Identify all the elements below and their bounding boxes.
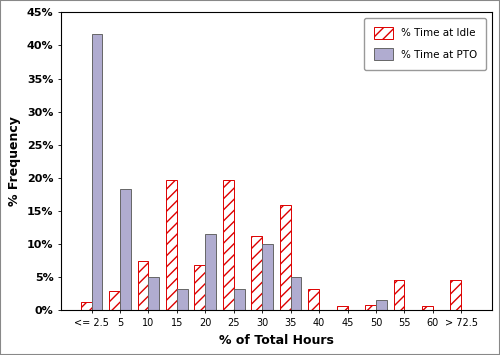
Bar	[252, 236, 262, 311]
Bar	[92, 33, 102, 311]
Bar	[120, 189, 131, 311]
Bar	[262, 244, 273, 311]
Bar	[138, 261, 148, 311]
Y-axis label: % Frequency: % Frequency	[8, 116, 22, 206]
Bar	[80, 302, 92, 311]
Bar	[290, 277, 302, 311]
Bar	[394, 280, 404, 311]
Bar	[376, 300, 387, 311]
Bar	[234, 289, 244, 311]
Bar	[223, 180, 234, 311]
Bar	[206, 234, 216, 311]
X-axis label: % of Total Hours: % of Total Hours	[219, 334, 334, 347]
Bar	[166, 180, 177, 311]
Bar	[336, 306, 347, 311]
Bar	[194, 266, 205, 311]
Bar	[177, 289, 188, 311]
Legend: % Time at Idle, % Time at PTO: % Time at Idle, % Time at PTO	[364, 17, 486, 70]
Bar	[109, 291, 120, 311]
Bar	[308, 289, 319, 311]
Bar	[422, 306, 433, 311]
Bar	[450, 280, 462, 311]
Bar	[148, 277, 159, 311]
Bar	[365, 305, 376, 311]
Bar	[280, 205, 290, 311]
